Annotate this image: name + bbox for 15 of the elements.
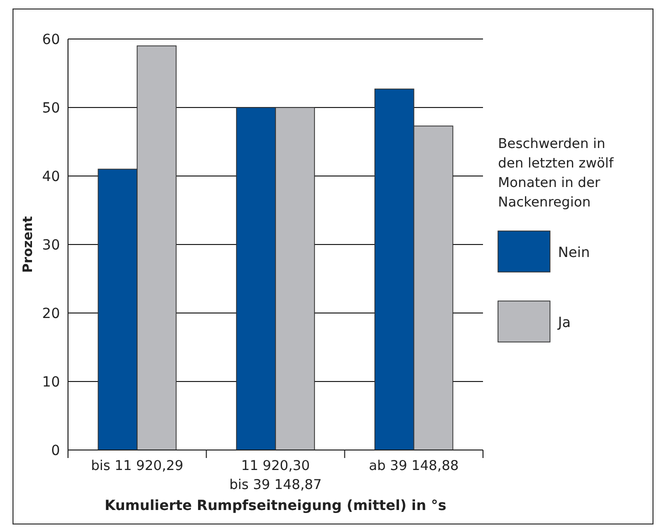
y-tick-label: 20 [42,306,60,322]
text: Ja [557,314,571,331]
y-tick-label: 10 [42,374,60,390]
y-tick-label: 40 [42,168,60,185]
y-tick-label: 30 [42,237,60,254]
legend-title: Beschwerden in den letzten zwölf Monaten in der Nackenregion [498,136,615,210]
y-axis-title: Prozent [21,216,36,273]
y-tick-label: 50 [42,100,60,116]
y-tick-label: 0 [51,442,60,459]
x-tick-label: ab 39 148,88 [368,458,459,474]
x-tick-label: 11 920,30 bis 39 148,87 [229,458,322,493]
text: Nein [558,244,590,261]
x-tick-label: bis 11 920,29 [90,458,184,474]
x-axis-title: Kumulierte Rumpfseitneigung (mittel) in °s [104,498,446,514]
y-tick-label: 60 [42,32,60,48]
